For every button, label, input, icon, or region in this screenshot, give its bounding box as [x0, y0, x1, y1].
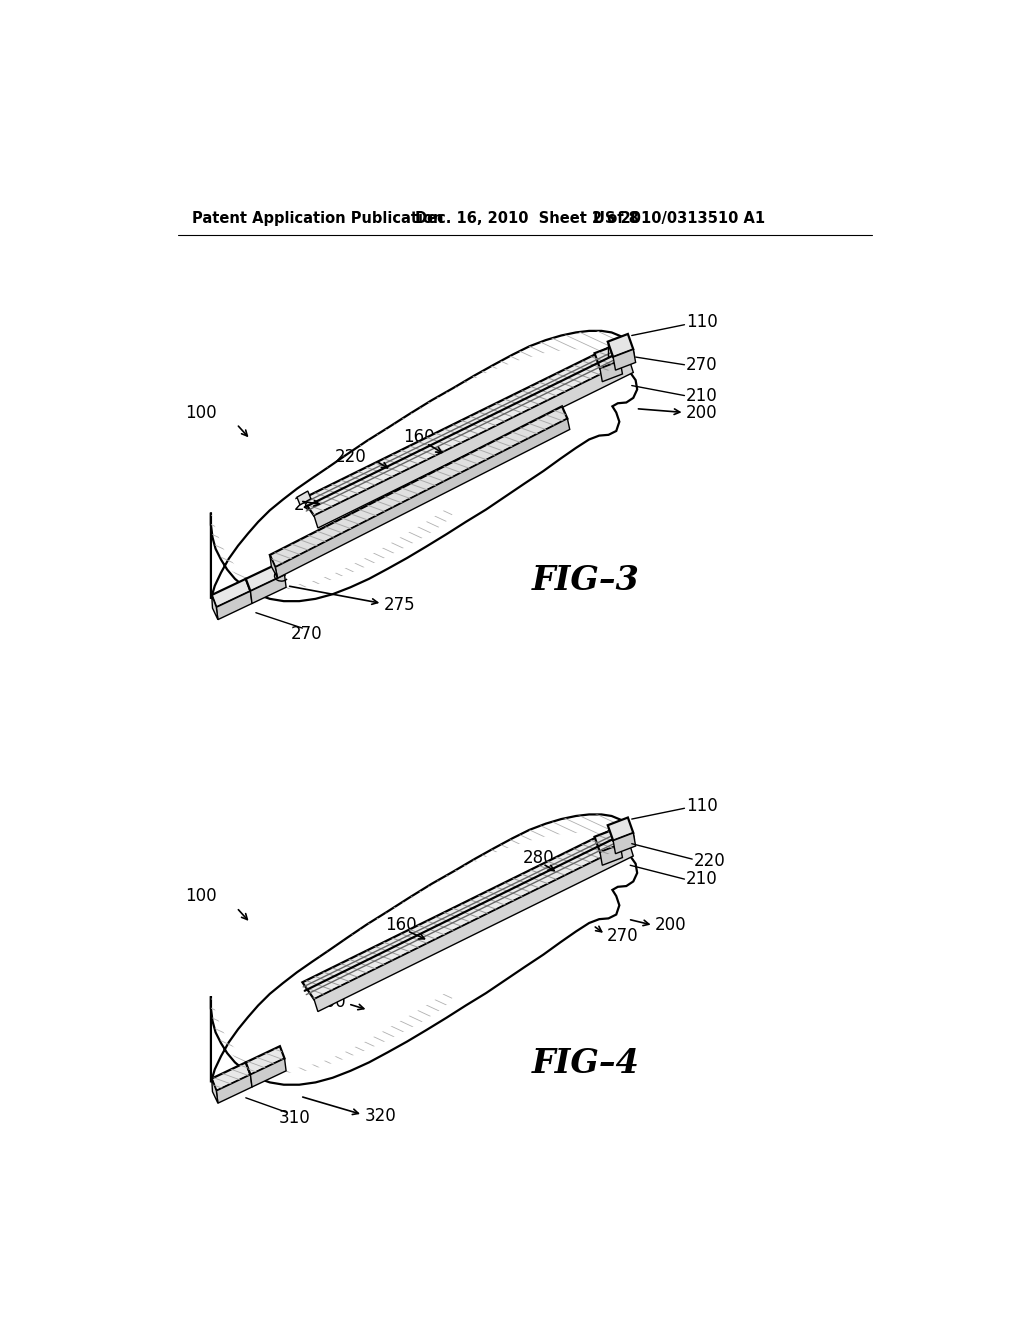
- Text: 320: 320: [365, 1107, 396, 1125]
- Polygon shape: [607, 334, 633, 358]
- Text: US 2010/0313510 A1: US 2010/0313510 A1: [593, 211, 765, 226]
- Polygon shape: [216, 591, 252, 619]
- Text: Patent Application Publication: Patent Application Publication: [191, 211, 443, 226]
- Polygon shape: [212, 1063, 251, 1090]
- Text: 270: 270: [291, 626, 323, 643]
- Polygon shape: [251, 576, 286, 603]
- Polygon shape: [613, 833, 636, 854]
- Polygon shape: [595, 829, 621, 853]
- Text: 110: 110: [686, 797, 718, 814]
- Polygon shape: [595, 346, 621, 368]
- Text: 100: 100: [185, 887, 217, 906]
- Text: Dec. 16, 2010  Sheet 2 of 8: Dec. 16, 2010 Sheet 2 of 8: [415, 211, 639, 226]
- Text: 160: 160: [385, 916, 417, 935]
- Polygon shape: [246, 562, 285, 591]
- Text: FIG–3: FIG–3: [531, 564, 639, 597]
- Polygon shape: [613, 350, 636, 370]
- Polygon shape: [211, 814, 637, 1085]
- Text: 270: 270: [686, 356, 718, 374]
- Polygon shape: [212, 1078, 218, 1104]
- Text: 310: 310: [279, 1109, 310, 1127]
- Text: 220: 220: [693, 853, 725, 870]
- Text: 160: 160: [402, 428, 434, 446]
- Polygon shape: [275, 418, 569, 578]
- Text: 280: 280: [523, 849, 555, 866]
- Text: 280: 280: [294, 496, 326, 513]
- Polygon shape: [270, 554, 278, 578]
- Text: 110: 110: [686, 313, 718, 331]
- Text: 220: 220: [335, 449, 367, 466]
- Text: 100: 100: [185, 404, 217, 421]
- Polygon shape: [314, 843, 633, 1011]
- Text: 270: 270: [607, 927, 639, 945]
- Polygon shape: [607, 817, 633, 841]
- Polygon shape: [212, 578, 251, 607]
- Polygon shape: [216, 1074, 252, 1104]
- Polygon shape: [600, 845, 623, 866]
- Polygon shape: [251, 1059, 286, 1088]
- Polygon shape: [302, 343, 630, 516]
- Text: 300: 300: [315, 994, 346, 1011]
- Polygon shape: [246, 1047, 285, 1074]
- Polygon shape: [600, 360, 623, 381]
- Text: 275: 275: [384, 597, 416, 614]
- Polygon shape: [211, 331, 637, 601]
- Text: FIG–4: FIG–4: [531, 1048, 639, 1080]
- Text: 200: 200: [655, 916, 687, 935]
- Polygon shape: [270, 407, 567, 568]
- Polygon shape: [212, 595, 218, 619]
- Polygon shape: [297, 491, 311, 506]
- Text: 210: 210: [686, 387, 718, 404]
- Polygon shape: [314, 360, 633, 528]
- Text: 200: 200: [686, 404, 718, 421]
- Text: 210: 210: [686, 870, 718, 888]
- Polygon shape: [302, 826, 630, 999]
